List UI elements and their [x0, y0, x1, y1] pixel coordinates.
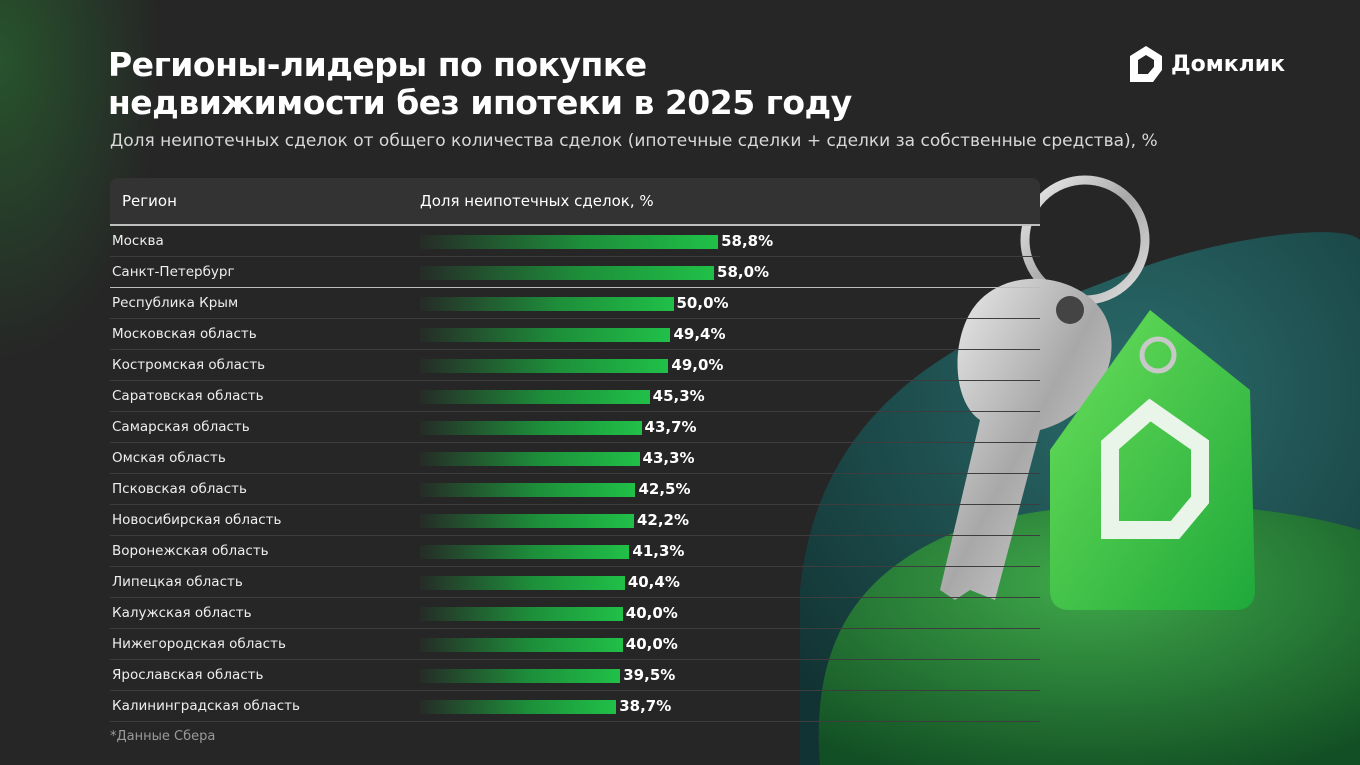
column-header-region: Регион: [122, 192, 177, 210]
data-label: 58,8%: [721, 232, 774, 250]
data-label: 40,0%: [625, 604, 678, 622]
data-label: 43,7%: [644, 418, 697, 436]
data-label: 41,3%: [632, 542, 685, 560]
data-label: 42,5%: [638, 480, 691, 498]
table-header: Регион Доля неипотечных сделок, %: [110, 178, 1040, 226]
region-name: Саратовская область: [112, 388, 264, 404]
table-row: Липецкая область 40,4%: [110, 567, 1040, 598]
bar: [420, 390, 650, 404]
region-name: Московская область: [112, 326, 257, 342]
bar: [420, 328, 671, 342]
logo: Домклик: [1127, 44, 1285, 84]
table-row: Костромская область 49,0%: [110, 350, 1040, 381]
table-row: Санкт-Петербург 58,0%: [110, 257, 1040, 288]
table-row: Омская область 43,3%: [110, 443, 1040, 474]
column-header-share: Доля неипотечных сделок, %: [420, 192, 654, 210]
bar: [420, 297, 674, 311]
region-name: Нижегородская область: [112, 636, 286, 652]
bar: [420, 235, 719, 249]
data-label: 49,0%: [671, 356, 724, 374]
chart-rows: Москва 58,8% Санкт-Петербург 58,0% Республик…: [110, 226, 1040, 722]
region-name: Самарская область: [112, 419, 250, 435]
table-row: Нижегородская область 40,0%: [110, 629, 1040, 660]
bar: [420, 483, 636, 497]
title-line-2: недвижимости без ипотеки в 2025 году: [108, 83, 852, 122]
bar: [420, 700, 617, 714]
key-illustration: [800, 175, 1360, 765]
page-title: Регионы-лидеры по покупке недвижимости б…: [108, 46, 852, 122]
data-label: 45,3%: [652, 387, 705, 405]
table-row: Псковская область 42,5%: [110, 474, 1040, 505]
table-row: Московская область 49,4%: [110, 319, 1040, 350]
tag-logo: [1101, 398, 1209, 539]
key: [940, 278, 1112, 600]
footnote: *Данные Сбера: [110, 729, 216, 744]
title-line-1: Регионы-лидеры по покупке: [108, 45, 647, 84]
bar: [420, 514, 634, 528]
bar: [420, 576, 625, 590]
domclick-logo-icon: [1130, 46, 1162, 82]
table-row: Самарская область 43,7%: [110, 412, 1040, 443]
bar: [420, 545, 630, 559]
data-label: 40,0%: [625, 635, 678, 653]
region-name: Омская область: [112, 450, 226, 466]
data-label: 40,4%: [627, 573, 680, 591]
region-name: Санкт-Петербург: [112, 264, 235, 280]
region-name: Республика Крым: [112, 295, 239, 311]
region-name: Новосибирская область: [112, 512, 282, 528]
table-row: Саратовская область 45,3%: [110, 381, 1040, 412]
region-name: Калининградская область: [112, 698, 300, 714]
table-row: Калужская область 40,0%: [110, 598, 1040, 629]
region-name: Воронежская область: [112, 543, 269, 559]
region-name: Москва: [112, 233, 164, 249]
region-name: Псковская область: [112, 481, 247, 497]
bar: [420, 266, 715, 280]
table-row: Калининградская область 38,7%: [110, 691, 1040, 722]
region-name: Костромская область: [112, 357, 266, 373]
logo-text: Домклик: [1171, 51, 1286, 77]
data-label: 50,0%: [676, 294, 729, 312]
region-name: Калужская область: [112, 605, 252, 621]
table-row: Республика Крым 50,0%: [110, 288, 1040, 319]
data-label: 58,0%: [717, 263, 770, 281]
bar: [420, 421, 642, 435]
bar: [420, 359, 669, 373]
data-label: 43,3%: [642, 449, 695, 467]
data-label: 49,4%: [673, 325, 726, 343]
bar: [420, 669, 621, 683]
bar: [420, 638, 623, 652]
data-label: 38,7%: [619, 697, 672, 715]
table-row: Воронежская область 41,3%: [110, 536, 1040, 567]
table-row: Москва 58,8%: [110, 226, 1040, 257]
data-label: 39,5%: [623, 666, 676, 684]
bar: [420, 452, 640, 466]
table-row: Ярославская область 39,5%: [110, 660, 1040, 691]
data-label: 42,2%: [636, 511, 689, 529]
region-name: Липецкая область: [112, 574, 243, 590]
region-name: Ярославская область: [112, 667, 264, 683]
bar: [420, 607, 623, 621]
subtitle: Доля неипотечных сделок от общего количе…: [110, 131, 1158, 151]
table-row: Новосибирская область 42,2%: [110, 505, 1040, 536]
